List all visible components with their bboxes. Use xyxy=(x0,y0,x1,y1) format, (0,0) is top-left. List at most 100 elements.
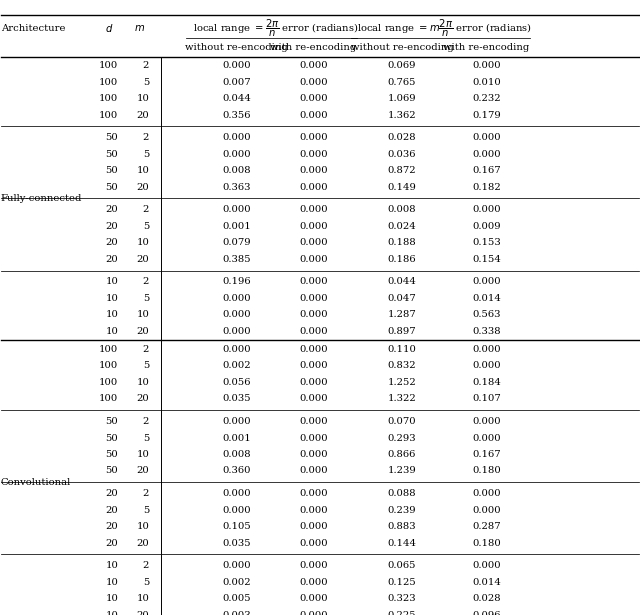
Text: 0.000: 0.000 xyxy=(300,149,328,159)
Text: 20: 20 xyxy=(106,539,118,547)
Text: 20: 20 xyxy=(136,394,149,403)
Text: 5: 5 xyxy=(143,434,149,443)
Text: 0.000: 0.000 xyxy=(472,489,500,498)
Text: 0.125: 0.125 xyxy=(388,577,416,587)
Text: 0.000: 0.000 xyxy=(472,277,500,287)
Text: 20: 20 xyxy=(106,205,118,214)
Text: 0.009: 0.009 xyxy=(472,222,500,231)
Text: 10: 10 xyxy=(136,238,149,247)
Text: 0.000: 0.000 xyxy=(300,522,328,531)
Text: 50: 50 xyxy=(106,467,118,475)
Text: 2: 2 xyxy=(143,205,149,214)
Text: 0.065: 0.065 xyxy=(388,561,416,570)
Text: 100: 100 xyxy=(99,345,118,354)
Text: 0.000: 0.000 xyxy=(300,394,328,403)
Text: 0.180: 0.180 xyxy=(472,539,500,547)
Text: 2: 2 xyxy=(143,489,149,498)
Text: 0.153: 0.153 xyxy=(472,238,500,247)
Text: 0.028: 0.028 xyxy=(472,594,500,603)
Text: with re-encoding: with re-encoding xyxy=(444,43,529,52)
Text: 0.000: 0.000 xyxy=(300,255,328,264)
Text: 0.070: 0.070 xyxy=(388,417,416,426)
Text: 0.000: 0.000 xyxy=(472,417,500,426)
Text: 0.000: 0.000 xyxy=(300,133,328,142)
Text: 100: 100 xyxy=(99,111,118,119)
Text: 100: 100 xyxy=(99,94,118,103)
Text: 1.069: 1.069 xyxy=(388,94,416,103)
Text: 10: 10 xyxy=(106,294,118,303)
Text: 0.000: 0.000 xyxy=(472,362,500,370)
Text: 0.563: 0.563 xyxy=(472,311,500,319)
Text: 50: 50 xyxy=(106,450,118,459)
Text: 0.360: 0.360 xyxy=(223,467,251,475)
Text: 2: 2 xyxy=(143,61,149,70)
Text: 10: 10 xyxy=(136,166,149,175)
Text: 0.000: 0.000 xyxy=(472,506,500,515)
Text: 0.000: 0.000 xyxy=(300,378,328,387)
Text: 0.024: 0.024 xyxy=(388,222,416,231)
Text: 0.000: 0.000 xyxy=(300,94,328,103)
Text: 0.007: 0.007 xyxy=(223,77,251,87)
Text: Convolutional: Convolutional xyxy=(1,478,71,487)
Text: 5: 5 xyxy=(143,77,149,87)
Text: 50: 50 xyxy=(106,149,118,159)
Text: Fully-connected: Fully-connected xyxy=(1,194,82,203)
Text: 0.000: 0.000 xyxy=(223,149,251,159)
Text: 0.363: 0.363 xyxy=(223,183,251,192)
Text: 0.239: 0.239 xyxy=(388,506,416,515)
Text: 0.000: 0.000 xyxy=(223,311,251,319)
Text: 0.000: 0.000 xyxy=(300,222,328,231)
Text: 0.008: 0.008 xyxy=(388,205,416,214)
Text: 0.338: 0.338 xyxy=(472,327,500,336)
Text: 0.096: 0.096 xyxy=(472,611,500,615)
Text: 10: 10 xyxy=(136,94,149,103)
Text: 0.000: 0.000 xyxy=(300,561,328,570)
Text: 0.167: 0.167 xyxy=(472,166,500,175)
Text: 2: 2 xyxy=(143,345,149,354)
Text: 0.154: 0.154 xyxy=(472,255,501,264)
Text: 0.232: 0.232 xyxy=(472,94,500,103)
Text: local range $=\dfrac{2\pi}{n}$ error (radians): local range $=\dfrac{2\pi}{n}$ error (ra… xyxy=(193,18,358,39)
Text: 0.000: 0.000 xyxy=(472,561,500,570)
Text: 20: 20 xyxy=(136,183,149,192)
Text: without re-encoding: without re-encoding xyxy=(186,43,288,52)
Text: 0.000: 0.000 xyxy=(472,345,500,354)
Text: 50: 50 xyxy=(106,417,118,426)
Text: 0.000: 0.000 xyxy=(300,238,328,247)
Text: 0.000: 0.000 xyxy=(300,577,328,587)
Text: 0.000: 0.000 xyxy=(300,205,328,214)
Text: 0.000: 0.000 xyxy=(300,611,328,615)
Text: 0.872: 0.872 xyxy=(388,166,416,175)
Text: 0.385: 0.385 xyxy=(223,255,251,264)
Text: local range $= m\dfrac{2\pi}{n}$ error (radians): local range $= m\dfrac{2\pi}{n}$ error (… xyxy=(356,18,532,39)
Text: with re-encoding: with re-encoding xyxy=(271,43,356,52)
Text: 0.000: 0.000 xyxy=(223,345,251,354)
Text: 0.000: 0.000 xyxy=(300,166,328,175)
Text: 20: 20 xyxy=(136,467,149,475)
Text: 100: 100 xyxy=(99,394,118,403)
Text: 0.323: 0.323 xyxy=(388,594,416,603)
Text: 0.000: 0.000 xyxy=(223,294,251,303)
Text: 0.000: 0.000 xyxy=(300,467,328,475)
Text: 0.000: 0.000 xyxy=(300,434,328,443)
Text: 10: 10 xyxy=(136,522,149,531)
Text: Architecture: Architecture xyxy=(1,24,65,33)
Text: 0.002: 0.002 xyxy=(223,362,251,370)
Text: 0.832: 0.832 xyxy=(388,362,416,370)
Text: 10: 10 xyxy=(106,277,118,287)
Text: 2: 2 xyxy=(143,417,149,426)
Text: 0.110: 0.110 xyxy=(387,345,417,354)
Text: 20: 20 xyxy=(136,255,149,264)
Text: 1.362: 1.362 xyxy=(388,111,416,119)
Text: 5: 5 xyxy=(143,222,149,231)
Text: 0.044: 0.044 xyxy=(222,94,252,103)
Text: 5: 5 xyxy=(143,362,149,370)
Text: 0.035: 0.035 xyxy=(223,539,251,547)
Text: $d$: $d$ xyxy=(104,22,113,34)
Text: 0.883: 0.883 xyxy=(388,522,416,531)
Text: 0.105: 0.105 xyxy=(223,522,251,531)
Text: 0.000: 0.000 xyxy=(300,362,328,370)
Text: 20: 20 xyxy=(106,255,118,264)
Text: 5: 5 xyxy=(143,577,149,587)
Text: 0.035: 0.035 xyxy=(223,394,251,403)
